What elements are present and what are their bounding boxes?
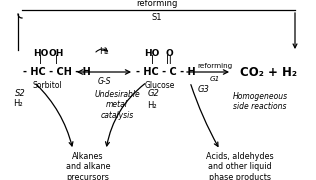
Text: - HC - CH - H: - HC - CH - H xyxy=(23,67,91,77)
Text: HO: HO xyxy=(33,48,49,57)
Text: |: | xyxy=(40,55,42,64)
Text: |: | xyxy=(54,55,58,64)
Text: ||: || xyxy=(166,55,172,64)
Text: S1: S1 xyxy=(151,13,162,22)
Text: G2: G2 xyxy=(148,89,160,98)
Text: CO₂ + H₂: CO₂ + H₂ xyxy=(240,66,296,78)
Text: Sorbitol: Sorbitol xyxy=(32,81,62,90)
Text: |: | xyxy=(150,55,154,64)
Text: Acids, aldehydes
and other liquid
phase products: Acids, aldehydes and other liquid phase … xyxy=(206,152,274,180)
Text: G3: G3 xyxy=(198,86,210,94)
Text: - HC - C - H: - HC - C - H xyxy=(136,67,196,77)
Text: O: O xyxy=(165,48,173,57)
Text: OH: OH xyxy=(48,48,64,57)
Text: Undesirable
metal
catalysis: Undesirable metal catalysis xyxy=(94,90,140,120)
Text: Alkanes
and alkane
precursors: Alkanes and alkane precursors xyxy=(66,152,110,180)
Text: H₂: H₂ xyxy=(147,100,157,109)
Text: Glucose: Glucose xyxy=(145,81,175,90)
Text: G1: G1 xyxy=(210,76,220,82)
Text: reforming: reforming xyxy=(198,63,233,69)
Text: Homogeneous
side reactions: Homogeneous side reactions xyxy=(233,92,288,111)
Text: H₂: H₂ xyxy=(99,48,109,57)
Text: S2: S2 xyxy=(15,89,25,98)
Text: H₂: H₂ xyxy=(13,100,23,109)
Text: reforming: reforming xyxy=(136,0,177,8)
Text: HO: HO xyxy=(144,48,160,57)
Text: G-S: G-S xyxy=(97,77,111,86)
